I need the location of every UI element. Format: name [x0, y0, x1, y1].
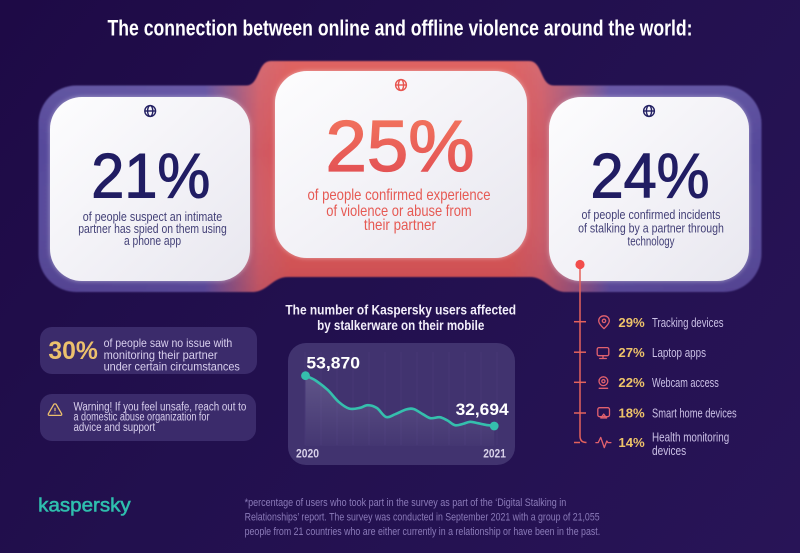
svg-text:of people confirmed incidents: of people confirmed incidents	[582, 208, 721, 222]
svg-text:by stalkerware on their mobile: by stalkerware on their mobile	[317, 317, 484, 333]
svg-text:of people suspect an intimate: of people suspect an intimate	[83, 210, 222, 224]
svg-text:Smart home devices: Smart home devices	[652, 407, 737, 421]
svg-text:53,870: 53,870	[306, 354, 360, 373]
svg-text:21%: 21%	[91, 142, 210, 212]
svg-text:people from 21 countries who a: people from 21 countries who are either …	[245, 526, 601, 538]
svg-text:24%: 24%	[591, 142, 710, 212]
svg-text:of violence or abuse from: of violence or abuse from	[326, 203, 471, 220]
svg-text:of stalking by a partner throu: of stalking by a partner through	[578, 221, 724, 235]
svg-text:25%: 25%	[326, 107, 475, 187]
svg-text:32,694: 32,694	[456, 400, 510, 419]
svg-text:2020: 2020	[296, 449, 319, 461]
svg-text:29%: 29%	[618, 315, 645, 330]
svg-text:a phone app: a phone app	[124, 234, 181, 248]
svg-text:Warning! If you feel unsafe, r: Warning! If you feel unsafe, reach out t…	[74, 401, 247, 413]
svg-text:Health monitoring: Health monitoring	[652, 431, 729, 445]
svg-text:22%: 22%	[618, 375, 645, 390]
svg-text:18%: 18%	[618, 406, 645, 421]
svg-text:14%: 14%	[618, 435, 645, 450]
svg-text:The connection between online: The connection between online and offlin…	[108, 15, 693, 40]
svg-text:their partner: their partner	[364, 217, 437, 234]
svg-text:kaspersky: kaspersky	[38, 495, 131, 517]
svg-text:2021: 2021	[483, 449, 506, 461]
svg-text:The number of Kaspersky users: The number of Kaspersky users affected	[285, 302, 516, 318]
svg-text:30%: 30%	[48, 337, 98, 365]
svg-text:of people confirmed experience: of people confirmed experience	[308, 187, 491, 204]
svg-text:devices: devices	[652, 444, 686, 458]
svg-text:Relationships’ report. The sur: Relationships’ report. The survey was co…	[245, 512, 600, 524]
svg-text:advice and support: advice and support	[74, 422, 156, 434]
svg-text:Webcam access: Webcam access	[652, 376, 719, 390]
svg-text:under certain circumstances: under certain circumstances	[104, 360, 240, 374]
svg-text:27%: 27%	[618, 345, 645, 360]
svg-text:Tracking devices: Tracking devices	[652, 316, 724, 330]
svg-text:Laptop apps: Laptop apps	[652, 346, 706, 360]
svg-text:monitoring their partner: monitoring their partner	[104, 348, 218, 362]
svg-text:of people saw no issue with: of people saw no issue with	[104, 336, 233, 350]
svg-text:technology: technology	[628, 235, 676, 249]
svg-text:a domestic abuse organization: a domestic abuse organization for	[74, 412, 210, 424]
svg-text:*percentage of users who took: *percentage of users who took part in th…	[245, 497, 567, 509]
svg-text:partner has spied on them usin: partner has spied on them using	[78, 222, 227, 236]
